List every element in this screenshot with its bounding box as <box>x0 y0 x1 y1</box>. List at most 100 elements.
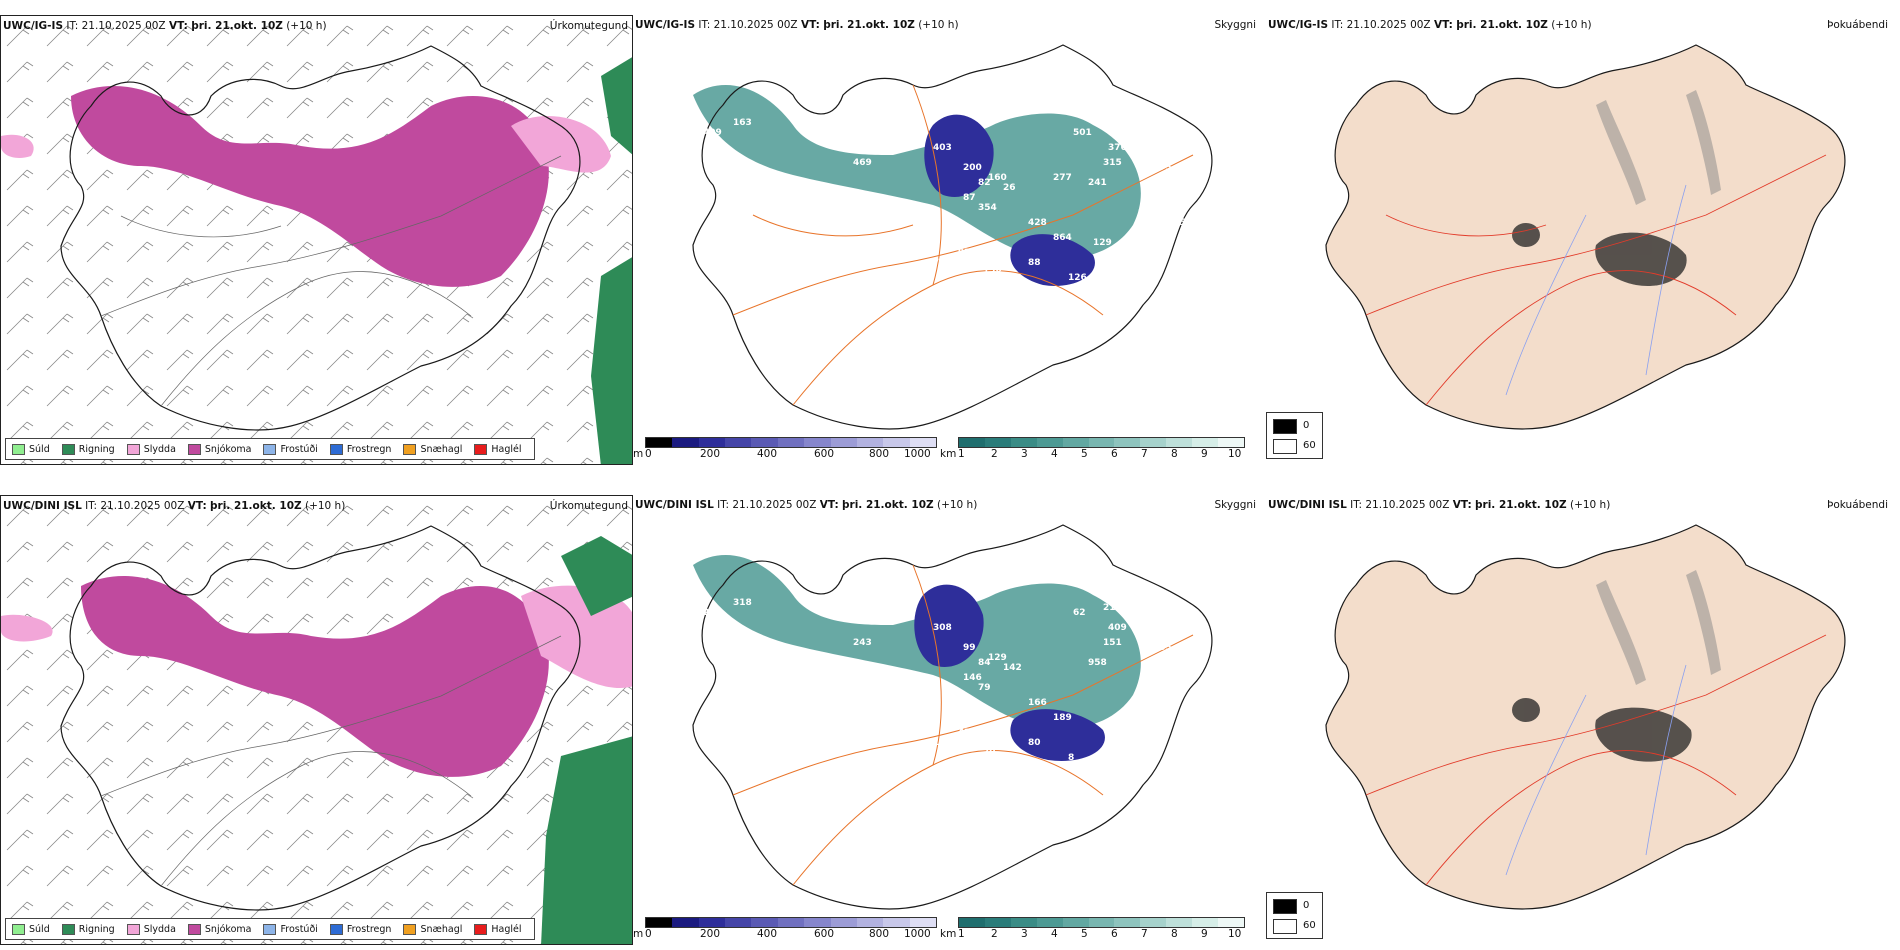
legend-item: Súld <box>12 923 50 935</box>
ceiling-value-label: 376 <box>1108 143 1127 153</box>
colorbar-segment <box>1140 918 1167 927</box>
ceiling-value-label: 241 <box>1088 178 1107 188</box>
legend-swatch <box>329 443 343 455</box>
ceiling-value-label: 16 <box>963 253 976 263</box>
colorbar-segment <box>777 918 805 927</box>
legend-swatch <box>263 923 277 935</box>
ceiling-value-label: 160 <box>988 173 1007 183</box>
precip-snow-areas <box>71 86 549 287</box>
colorbar-segment <box>1192 438 1219 447</box>
legend-swatch <box>403 443 417 455</box>
ceiling-value-label: 79 <box>978 683 991 693</box>
ceiling-value-label: 200 <box>963 163 982 173</box>
legend-swatch <box>61 923 75 935</box>
panel-title: UWC/IG-IS IT: 21.10.2025 00Z VT: þri. 21… <box>635 19 959 31</box>
legend-swatch <box>474 443 488 455</box>
colorbar-segment <box>1218 918 1244 927</box>
precip-snow-areas <box>81 576 549 777</box>
panel-label: Úrkomutegund <box>549 20 628 32</box>
colorbar-segment <box>804 918 831 927</box>
ceiling-value-label: 958 <box>1088 658 1107 668</box>
ceiling-value-label: 501 <box>1073 128 1092 138</box>
legend-item: Slydda <box>126 923 176 935</box>
legend-item: Súld <box>12 443 50 455</box>
ceiling-value-label: 45 <box>1173 218 1186 228</box>
river-network <box>1505 184 1687 396</box>
colorbar-segment <box>959 438 985 447</box>
fog-legend-swatch-0 <box>1273 419 1297 434</box>
colorbar-segment <box>909 918 936 927</box>
colorbar-unit: m <box>633 928 644 940</box>
legend-swatch <box>126 443 140 455</box>
ceiling-value-label: 175 <box>1153 163 1172 173</box>
legend-swatch <box>474 923 488 935</box>
ceiling-value-label: 277 <box>1053 173 1072 183</box>
colorbar-segment <box>1062 438 1089 447</box>
ceiling-value-label: 151 <box>1103 638 1122 648</box>
colorbar-segment <box>1010 438 1037 447</box>
legend-item: Frostregn <box>329 923 391 935</box>
colorbar-segment <box>959 918 985 927</box>
ceiling-value-label: 105 <box>1143 663 1162 673</box>
ceiling-value-label: 126 <box>1068 273 1087 283</box>
ceiling-value-label: 315 <box>1103 158 1122 168</box>
ceiling-value-label: 146 <box>933 738 952 748</box>
legend-item: Rigning <box>61 923 115 935</box>
legend-swatch <box>126 923 140 935</box>
ceiling-value-label: 409 <box>703 128 722 138</box>
ceiling-value-label: 146 <box>963 673 982 683</box>
colorbar-segment <box>883 918 910 927</box>
panel-label: Þokuábendi <box>1827 499 1888 511</box>
ceiling-value-label: 26 <box>1003 183 1016 193</box>
panel-title: UWC/DINI ISL IT: 21.10.2025 00Z VT: þri.… <box>635 499 978 511</box>
precip-type-map <box>1 16 632 464</box>
legend-swatch <box>12 443 25 455</box>
ceiling-value-label: 128 <box>983 268 1002 278</box>
panel-label: Úrkomutegund <box>549 500 628 512</box>
ceiling-value-label: 145 <box>1133 733 1152 743</box>
colorbar-segment <box>1166 438 1193 447</box>
colorbar-segment <box>777 438 805 447</box>
colorbar-segment <box>984 918 1011 927</box>
colorbar-segment <box>856 438 884 447</box>
colorbar-strip <box>645 917 937 928</box>
ceiling-value-label: 120 <box>1108 728 1127 738</box>
colorbar-segment <box>1166 918 1193 927</box>
road-network <box>100 635 562 887</box>
colorbar-segment <box>698 918 726 927</box>
legend-item: Snjókoma <box>187 443 251 455</box>
fog-legend: 0 60 <box>1266 412 1323 459</box>
road-network <box>732 84 1194 406</box>
fog-legend-label: 0 <box>1303 900 1310 911</box>
precip-sleet-areas <box>1 116 611 173</box>
ceiling-value-label: 152 <box>1138 263 1157 273</box>
legend-item: Snjókoma <box>187 923 251 935</box>
land-fog-fill <box>1325 524 1846 910</box>
ceiling-value-label: 214 <box>703 608 722 618</box>
colorbar-strip <box>958 437 1245 448</box>
panel-label: Skyggni <box>1214 19 1257 31</box>
colorbar-segment <box>751 918 778 927</box>
legend-item: Frostúði <box>263 443 318 455</box>
precip-rain-areas <box>591 57 632 464</box>
iceland-outline <box>692 524 1213 910</box>
ceiling-value-label: 133 <box>1143 183 1162 193</box>
iceland-outline <box>60 45 581 431</box>
colorbar-unit: km <box>940 448 957 460</box>
ceiling-value-label: 88 <box>1028 258 1041 268</box>
colorbar-strip <box>645 437 937 448</box>
colorbar-segment <box>1036 438 1063 447</box>
visibility-colorbar: km 1 2 3 4 5 6 7 8 9 10 <box>940 917 1250 941</box>
precip-type-panel-row2: UWC/DINI ISL IT: 21.10.2025 00Z VT: þri.… <box>0 495 633 945</box>
colorbar-segment <box>830 438 857 447</box>
ceiling-value-label: 42 <box>958 728 971 738</box>
ceiling-value-label: 62 <box>1073 608 1086 618</box>
panel-label: Skyggni <box>1214 499 1257 511</box>
fog-indicator-map <box>1325 524 1846 910</box>
ceiling-value-label: 243 <box>853 638 872 648</box>
precip-type-panel-row1: UWC/IG-IS IT: 21.10.2025 00Z VT: þri. 21… <box>0 15 633 465</box>
ceiling-value-label: 112 <box>1108 248 1127 258</box>
colorbar-segment <box>672 438 699 447</box>
